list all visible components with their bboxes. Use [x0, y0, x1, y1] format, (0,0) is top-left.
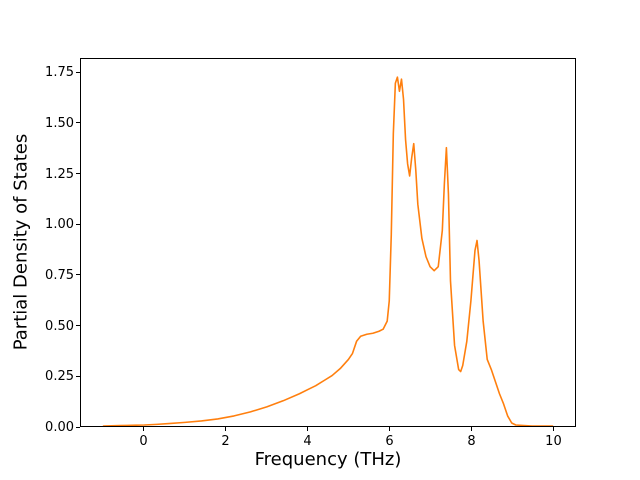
y-tick [76, 71, 80, 73]
series-line-partial-density-of-states [102, 76, 554, 426]
y-axis-label: Partial Density of States [10, 133, 32, 351]
x-tick [307, 427, 308, 431]
y-tick-label: 0.75 [45, 267, 74, 283]
x-tick-label: 2 [221, 434, 230, 449]
y-tick-label: 1.75 [45, 65, 74, 81]
x-tick [470, 427, 472, 431]
y-tick [76, 122, 80, 124]
x-tick-label: 6 [385, 434, 394, 449]
y-tick [76, 375, 80, 377]
x-tick-label: 4 [303, 434, 312, 449]
pdos-line-chart [102, 76, 554, 426]
x-tick [552, 427, 554, 431]
y-tick [76, 325, 80, 327]
x-axis-label: Frequency (THz) [254, 449, 402, 470]
y-tick-label: 1.25 [45, 166, 74, 182]
x-tick-label: 0 [139, 434, 148, 449]
y-tick-label: 0.00 [45, 420, 74, 435]
x-tick [143, 427, 145, 431]
x-tick-label: 10 [545, 434, 562, 449]
y-tick-label: 1.00 [45, 217, 74, 233]
y-tick [76, 223, 80, 225]
y-tick-label: 0.50 [45, 318, 74, 334]
y-tick-label: 1.50 [45, 115, 74, 131]
plot-area [80, 58, 576, 427]
y-tick [76, 426, 80, 428]
x-tick [388, 427, 390, 431]
y-tick-label: 0.25 [45, 369, 74, 385]
y-tick [76, 173, 80, 175]
y-tick [76, 274, 80, 276]
x-tick [225, 427, 227, 431]
x-tick-label: 8 [467, 434, 476, 449]
